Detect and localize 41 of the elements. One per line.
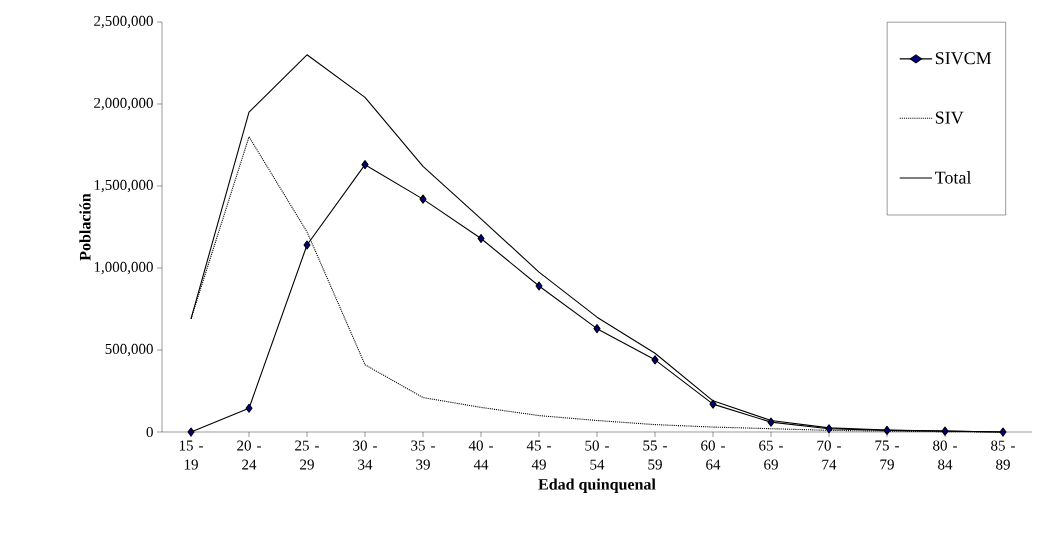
x-tick-label: 45 - 49	[526, 440, 551, 470]
point	[477, 233, 485, 244]
point	[535, 281, 543, 291]
point	[825, 424, 833, 434]
point	[767, 417, 775, 427]
legend-label: SIVCM	[935, 52, 992, 65]
y-tick-label: 2,500,000	[94, 15, 153, 29]
x-tick-label: 80 - 84	[933, 440, 957, 470]
point	[419, 194, 427, 204]
point	[361, 160, 369, 170]
point	[941, 426, 949, 436]
y-axis-title: Población	[79, 193, 91, 261]
point	[245, 403, 253, 413]
legend-label: SIV	[935, 111, 964, 124]
y-tick-label: 1,500,000	[94, 179, 153, 193]
point	[651, 355, 659, 365]
point	[593, 324, 601, 334]
point	[999, 427, 1007, 437]
x-axis-title: Edad quinquenal	[538, 478, 656, 494]
x-tick-label: 75 - 79	[875, 440, 899, 470]
x-tick-label: 40 - 44	[468, 440, 493, 470]
x-tick-label: 85 - 89	[991, 440, 1015, 470]
x-tick-label: 25 - 29	[295, 440, 319, 470]
x-tick-label: 20 - 24	[237, 440, 261, 470]
point	[187, 427, 195, 437]
y-tick-label: 2,000,000	[94, 97, 153, 111]
point	[883, 425, 891, 435]
point	[709, 399, 717, 409]
x-tick-label: 70 - 74	[817, 440, 841, 470]
y-tick-label: 500,000	[105, 343, 153, 357]
x-tick-label: 60 - 64	[701, 440, 725, 470]
x-tick-label: 55 - 59	[643, 440, 667, 470]
x-tick-label: 50 - 54	[585, 440, 609, 470]
legend-label: Total	[935, 171, 972, 184]
x-tick-label: 35 - 39	[411, 440, 435, 470]
point	[303, 240, 311, 250]
y-tick-label: 1,000,000	[94, 261, 153, 275]
y-tick-label: 0	[146, 426, 153, 438]
x-tick-label: 15 - 19	[179, 440, 203, 470]
x-tick-label: 65 - 69	[759, 440, 783, 470]
x-tick-label: 30 - 34	[353, 440, 377, 470]
